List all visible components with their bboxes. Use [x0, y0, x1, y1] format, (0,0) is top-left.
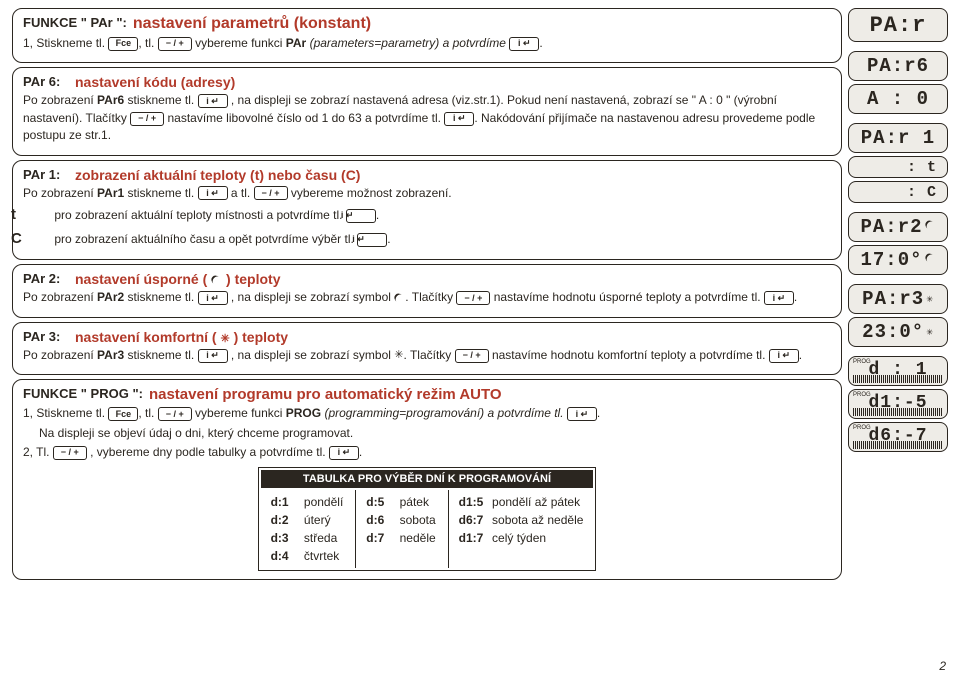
par3-box: PAr 3: nastavení komfortní ( ) teploty P…: [12, 322, 842, 375]
key-plusminus: − / +: [158, 37, 192, 51]
par6-label: PAr 6:: [23, 74, 69, 89]
funkce-par-box: FUNKCE " PAr ": nastavení parametrů (kon…: [12, 8, 842, 63]
days-table: TABULKA PRO VÝBĚR DNÍ K PROGRAMOVÁNÍ d:1…: [258, 467, 597, 571]
prog-step1b: Na displeji se objeví údaj o dni, který …: [23, 425, 831, 442]
prog-step1: 1, Stiskneme tl. Fce, tl. − / + vybereme…: [23, 405, 831, 422]
par1-line1: Po zobrazení PAr1 stiskneme tl. i ↵ a tl…: [23, 185, 831, 202]
par2-title: nastavení úsporné ( ) teploty: [75, 271, 281, 287]
days-col3: d1:5 pondělí až pátek d6:7 sobota až ned…: [459, 493, 584, 547]
moon-icon: [925, 221, 936, 232]
par6-box: PAr 6: nastavení kódu (adresy) Po zobraz…: [12, 67, 842, 155]
key-enter: i ↵: [509, 37, 539, 51]
par3-label: PAr 3:: [23, 329, 69, 344]
lcd-column: PA:r PA:r6 A : 0 PA:r 1 : t : C PA:r2 17…: [848, 8, 948, 452]
funkce-prog-box: FUNKCE " PROG ": nastavení programu pro …: [12, 379, 842, 580]
lcd-17: 17:0°: [848, 245, 948, 275]
lcd-par: PA:r: [848, 8, 948, 42]
par1-title: zobrazení aktuální teploty (t) nebo času…: [75, 167, 360, 183]
lcd-23: 23:0°: [848, 317, 948, 347]
par1-t-line: t pro zobrazení aktuální teploty místnos…: [23, 204, 831, 226]
par1-c-line: C pro zobrazení aktuálního času a opět p…: [23, 228, 831, 250]
lcd-par1: PA:r 1: [848, 123, 948, 153]
lcd-par6: PA:r6: [848, 51, 948, 81]
moon-icon: [211, 271, 222, 287]
par2-label: PAr 2:: [23, 271, 69, 286]
funkce-prog-label: FUNKCE " PROG ":: [23, 386, 143, 401]
sun-icon: [926, 292, 934, 306]
page-number: 2: [939, 659, 946, 673]
days-col2: d:5 pátek d:6 sobota d:7 neděle: [366, 493, 435, 547]
lcd-d1: PROG d : 1: [848, 356, 948, 386]
days-col1: d:1 pondělí d:2 úterý d:3 středa d:4 čtv…: [271, 493, 344, 565]
par2-box: PAr 2: nastavení úsporné ( ) teploty Po …: [12, 264, 842, 317]
lcd-d15: PROG d1:-5: [848, 389, 948, 419]
par3-text: Po zobrazení PAr3 stiskneme tl. i ↵ , na…: [23, 347, 831, 364]
funkce-prog-title: nastavení programu pro automatický režim…: [149, 386, 502, 403]
par2-text: Po zobrazení PAr2 stiskneme tl. i ↵ , na…: [23, 289, 831, 306]
par1-box: PAr 1: zobrazení aktuální teploty (t) ne…: [12, 160, 842, 261]
lcd-c: : C: [848, 181, 948, 203]
lcd-d67: PROG d6:-7: [848, 422, 948, 452]
par6-text: Po zobrazení PAr6 stiskneme tl. i ↵ , na…: [23, 92, 831, 144]
lcd-par3: PA:r3: [848, 284, 948, 314]
par3-title: nastavení komfortní ( ) teploty: [75, 329, 288, 345]
lcd-t: : t: [848, 156, 948, 178]
sun-icon: [220, 329, 229, 345]
lcd-par2: PA:r2: [848, 212, 948, 242]
par6-title: nastavení kódu (adresy): [75, 74, 235, 90]
key-fce: Fce: [108, 37, 138, 51]
funkce-par-title: nastavení parametrů (konstant): [133, 15, 371, 33]
par1-label: PAr 1:: [23, 167, 69, 182]
days-table-title: TABULKA PRO VÝBĚR DNÍ K PROGRAMOVÁNÍ: [261, 470, 594, 488]
lcd-a0: A : 0: [848, 84, 948, 114]
funkce-par-step1: 1, Stiskneme tl. Fce, tl. − / + vybereme…: [23, 35, 831, 52]
funkce-par-label: FUNKCE " PAr ":: [23, 15, 127, 30]
prog-step2: 2, Tl. − / + , vybereme dny podle tabulk…: [23, 444, 831, 461]
